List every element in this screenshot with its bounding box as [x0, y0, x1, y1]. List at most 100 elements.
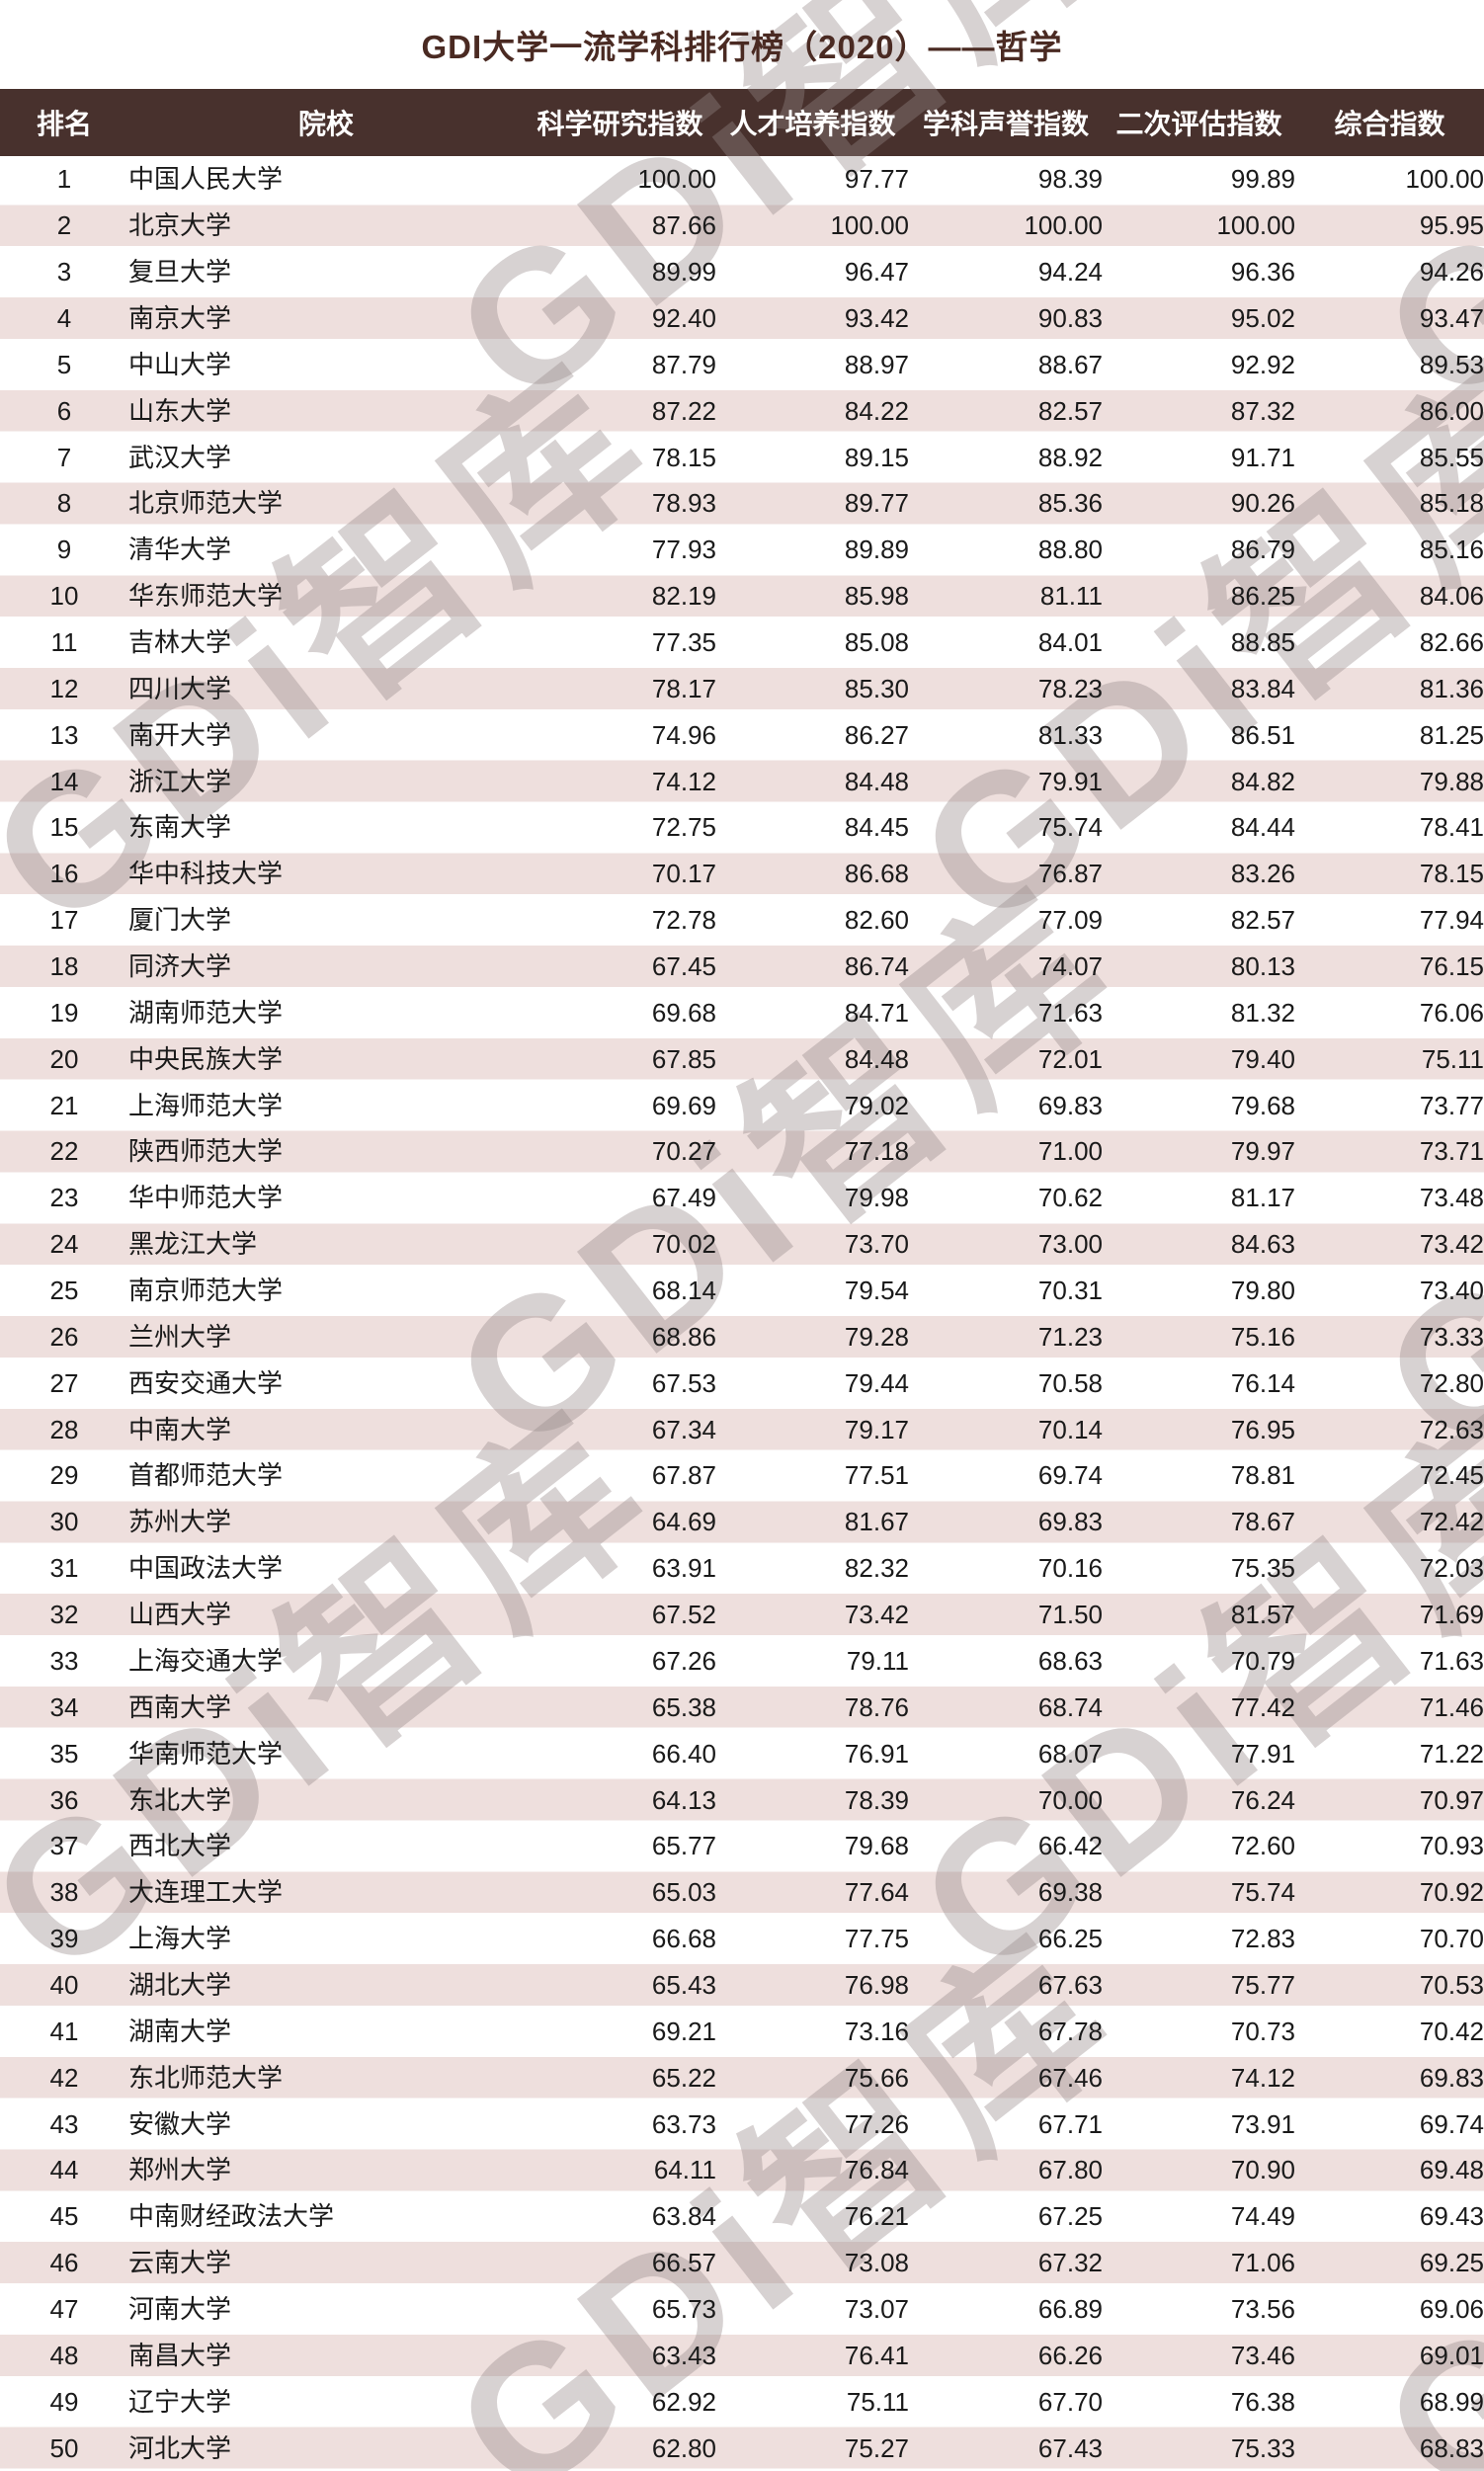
talent-index-cell: 79.02	[844, 1090, 909, 1120]
university-cell: 华东师范大学	[128, 581, 284, 612]
table-row: 8 北京师范大学 78.93 89.77 85.36 90.26 85.18	[0, 480, 1484, 527]
column-header-research-index: 科学研究指数	[536, 109, 703, 139]
reputation-index-cell: 67.80	[1037, 2155, 1103, 2185]
composite-index-cell: 73.40	[1419, 1276, 1484, 1306]
reputation-index-cell: 70.14	[1037, 1414, 1103, 1444]
secondary-eval-index-cell: 81.57	[1230, 1600, 1295, 1630]
talent-index-cell: 76.91	[844, 1738, 909, 1769]
research-index-cell: 87.79	[651, 349, 716, 379]
composite-index-cell: 82.66	[1419, 627, 1484, 658]
university-cell: 吉林大学	[128, 627, 232, 658]
talent-index-cell: 77.64	[844, 1877, 909, 1908]
composite-index-cell: 72.63	[1419, 1414, 1484, 1444]
table-row: 37 西北大学 65.77 79.68 66.42 72.60 70.93	[0, 1823, 1484, 1869]
table-row: 29 首都师范大学 67.87 77.51 69.74 78.81 72.45	[0, 1452, 1484, 1499]
table-row: 10 华东师范大学 82.19 85.98 81.11 86.25 84.06	[0, 573, 1484, 619]
reputation-index-cell: 72.01	[1037, 1043, 1103, 1074]
table-row: 14 浙江大学 74.12 84.48 79.91 84.82 79.88	[0, 758, 1484, 804]
rank-cell: 24	[49, 1229, 79, 1260]
university-cell: 大连理工大学	[128, 1877, 284, 1908]
talent-index-cell: 89.89	[844, 535, 909, 565]
table-row: 9 清华大学 77.93 89.89 88.80 86.79 85.16	[0, 527, 1484, 573]
talent-index-cell: 82.32	[844, 1553, 909, 1584]
composite-index-cell: 69.43	[1419, 2201, 1484, 2232]
secondary-eval-index-cell: 71.06	[1230, 2248, 1295, 2278]
column-header-composite-index: 综合指数	[1334, 109, 1445, 139]
table-row: 13 南开大学 74.96 86.27 81.33 86.51 81.25	[0, 711, 1484, 758]
research-index-cell: 65.73	[651, 2293, 716, 2324]
secondary-eval-index-cell: 76.38	[1230, 2386, 1295, 2417]
secondary-eval-index-cell: 86.51	[1230, 719, 1295, 750]
table-row: 20 中央民族大学 67.85 84.48 72.01 79.40 75.11	[0, 1035, 1484, 1082]
secondary-eval-index-cell: 70.73	[1230, 2016, 1295, 2046]
research-index-cell: 89.99	[651, 257, 716, 288]
reputation-index-cell: 70.16	[1037, 1553, 1103, 1584]
secondary-eval-index-cell: 77.42	[1230, 1691, 1295, 1722]
university-cell: 上海交通大学	[128, 1645, 284, 1676]
rank-cell: 44	[49, 2155, 79, 2185]
table-row: 27 西安交通大学 67.53 79.44 70.58 76.14 72.80	[0, 1359, 1484, 1406]
table-row: 49 辽宁大学 62.92 75.11 67.70 76.38 68.99	[0, 2378, 1484, 2425]
talent-index-cell: 79.68	[844, 1831, 909, 1861]
rank-cell: 15	[49, 812, 79, 843]
rank-cell: 31	[49, 1553, 79, 1584]
composite-index-cell: 70.92	[1419, 1877, 1484, 1908]
table-row: 43 安徽大学 63.73 77.26 67.71 73.91 69.74	[0, 2100, 1484, 2147]
reputation-index-cell: 67.71	[1037, 2108, 1103, 2139]
rank-cell: 40	[49, 1969, 79, 2000]
talent-index-cell: 79.98	[844, 1183, 909, 1213]
reputation-index-cell: 82.57	[1037, 395, 1103, 426]
talent-index-cell: 73.07	[844, 2293, 909, 2324]
composite-index-cell: 68.83	[1419, 2432, 1484, 2463]
research-index-cell: 87.22	[651, 395, 716, 426]
research-index-cell: 63.91	[651, 1553, 716, 1584]
table-row: 36 东北大学 64.13 78.39 70.00 76.24 70.97	[0, 1776, 1484, 1823]
university-cell: 西北大学	[128, 1831, 232, 1861]
rank-cell: 30	[49, 1507, 79, 1537]
talent-index-cell: 88.97	[844, 349, 909, 379]
reputation-index-cell: 66.25	[1037, 1924, 1103, 1954]
research-index-cell: 70.17	[651, 859, 716, 889]
university-cell: 上海大学	[128, 1924, 232, 1954]
reputation-index-cell: 75.74	[1037, 812, 1103, 843]
rank-cell: 37	[49, 1831, 79, 1861]
reputation-index-cell: 66.42	[1037, 1831, 1103, 1861]
research-index-cell: 78.93	[651, 488, 716, 519]
rank-cell: 35	[49, 1738, 79, 1769]
secondary-eval-index-cell: 75.74	[1230, 1877, 1295, 1908]
research-index-cell: 68.86	[651, 1321, 716, 1352]
rank-cell: 23	[49, 1183, 79, 1213]
reputation-index-cell: 71.23	[1037, 1321, 1103, 1352]
composite-index-cell: 72.45	[1419, 1460, 1484, 1491]
university-cell: 湖南大学	[128, 2016, 232, 2046]
research-index-cell: 64.69	[651, 1507, 716, 1537]
composite-index-cell: 70.53	[1419, 1969, 1484, 2000]
reputation-index-cell: 67.63	[1037, 1969, 1103, 2000]
secondary-eval-index-cell: 86.25	[1230, 581, 1295, 612]
reputation-index-cell: 81.33	[1037, 719, 1103, 750]
secondary-eval-index-cell: 80.13	[1230, 951, 1295, 982]
reputation-index-cell: 74.07	[1037, 951, 1103, 982]
table-row: 33 上海交通大学 67.26 79.11 68.63 70.79 71.63	[0, 1638, 1484, 1685]
university-cell: 复旦大学	[128, 257, 232, 288]
research-index-cell: 66.40	[651, 1738, 716, 1769]
rank-cell: 26	[49, 1321, 79, 1352]
talent-index-cell: 89.15	[844, 442, 909, 472]
university-cell: 苏州大学	[128, 1507, 232, 1537]
composite-index-cell: 69.48	[1419, 2155, 1484, 2185]
research-index-cell: 67.53	[651, 1367, 716, 1398]
composite-index-cell: 71.46	[1419, 1691, 1484, 1722]
table-row: 30 苏州大学 64.69 81.67 69.83 78.67 72.42	[0, 1499, 1484, 1545]
rank-cell: 6	[56, 395, 72, 426]
secondary-eval-index-cell: 90.26	[1230, 488, 1295, 519]
talent-index-cell: 85.98	[844, 581, 909, 612]
table-row: 40 湖北大学 65.43 76.98 67.63 75.77 70.53	[0, 1962, 1484, 2009]
table-body: 1 中国人民大学 100.00 97.77 98.39 99.89 100.00 2 北京大学 8…	[0, 156, 1484, 2471]
university-cell: 首都师范大学	[128, 1460, 284, 1491]
secondary-eval-index-cell: 73.46	[1230, 2340, 1295, 2370]
reputation-index-cell: 98.39	[1037, 164, 1103, 195]
rank-cell: 25	[49, 1276, 79, 1306]
secondary-eval-index-cell: 92.92	[1230, 349, 1295, 379]
university-cell: 南昌大学	[128, 2340, 232, 2370]
table-row: 1 中国人民大学 100.00 97.77 98.39 99.89 100.00	[0, 156, 1484, 203]
